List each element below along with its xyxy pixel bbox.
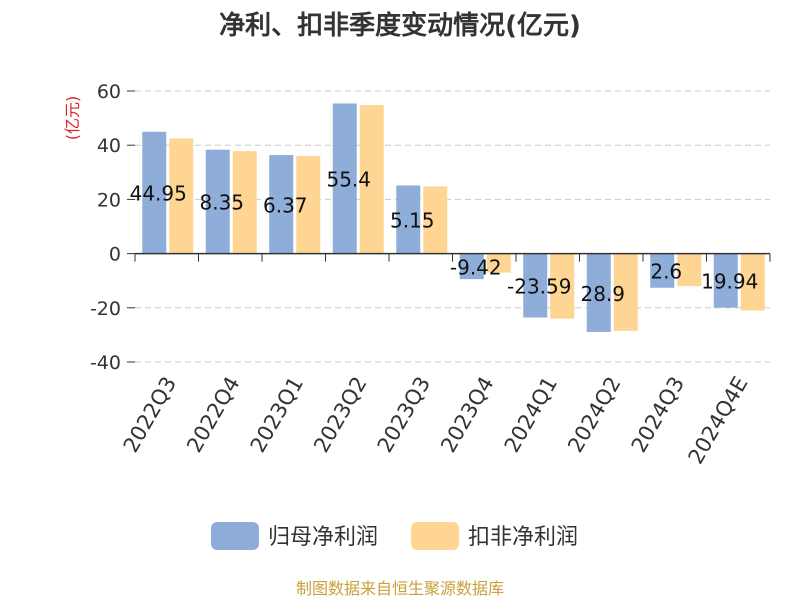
y-axis-ticks: 60 40 20 0 -20 -40 — [90, 81, 135, 374]
grid-lines — [135, 90, 770, 363]
data-labels: 44.95 8.35 6.37 55.4 5.15 -9.42-23.59 28.9 2.6 1… — [130, 168, 759, 306]
bar-net-profit — [586, 253, 611, 332]
legend-swatch-net-profit — [211, 522, 259, 550]
bar-net-profit — [713, 253, 738, 308]
bar-deducted-profit — [677, 253, 702, 287]
x-tick-label: 2023Q2 — [309, 373, 371, 457]
bar-net-profit — [523, 253, 548, 318]
source-note: 制图数据来自恒生聚源数据库 — [296, 579, 504, 598]
y-tick-label: -40 — [90, 352, 121, 374]
y-tick-label: 60 — [97, 81, 121, 103]
x-tick-label: 2023Q3 — [373, 373, 435, 457]
y-tick-label: 20 — [97, 189, 121, 211]
x-tick-label: 2024Q2 — [563, 373, 625, 457]
data-label: 5.15 — [390, 209, 435, 233]
legend-label-deducted-profit: 扣非净利润 — [468, 525, 578, 550]
bar-deducted-profit — [486, 253, 511, 273]
bar-net-profit — [396, 185, 421, 254]
bar-deducted-profit — [423, 186, 448, 254]
x-tick-label: 2024Q1 — [500, 373, 562, 457]
x-tick-label: 2023Q4 — [436, 373, 498, 457]
chart-title: 净利、扣非季度变动情况(亿元) — [219, 10, 581, 41]
bar-deducted-profit — [613, 253, 638, 331]
data-label: 2.6 — [650, 260, 682, 284]
legend-label-net-profit: 归母净利润 — [268, 525, 378, 550]
data-label: 44.95 — [130, 182, 187, 206]
data-label: 8.35 — [199, 191, 244, 215]
x-tick-label: 2022Q4 — [182, 373, 244, 457]
y-tick-label: 0 — [109, 244, 121, 266]
bar-net-profit — [269, 155, 294, 254]
data-label: -9.42 — [450, 255, 502, 279]
bars — [142, 103, 765, 332]
y-axis-label: (亿元) — [63, 96, 82, 141]
bar-net-profit — [142, 131, 167, 254]
bar-net-profit — [205, 149, 230, 254]
bar-deducted-profit — [232, 151, 257, 254]
bar-net-profit — [650, 253, 675, 288]
data-label: 28.9 — [580, 282, 625, 306]
bar-deducted-profit — [359, 105, 384, 254]
data-label: 55.4 — [326, 168, 371, 192]
x-tick-label: 2022Q3 — [119, 373, 181, 457]
bar-net-profit — [332, 103, 357, 254]
bar-deducted-profit — [740, 253, 765, 311]
bar-deducted-profit — [550, 253, 575, 319]
data-label: 19.94 — [701, 270, 758, 294]
x-tick-label: 2023Q1 — [246, 373, 308, 457]
bar-deducted-profit — [296, 156, 321, 254]
x-tick-label: 2024Q4E — [683, 373, 752, 469]
bar-deducted-profit — [169, 138, 194, 254]
data-label: -23.59 — [507, 275, 571, 299]
legend-swatch-deducted-profit — [411, 522, 459, 550]
legend: 归母净利润 扣非净利润 — [211, 522, 578, 550]
data-label: 6.37 — [263, 193, 308, 217]
bar-net-profit — [459, 253, 484, 280]
y-tick-label: 40 — [97, 135, 121, 157]
y-tick-label: -20 — [90, 298, 121, 320]
x-tick-label: 2024Q3 — [627, 373, 689, 457]
